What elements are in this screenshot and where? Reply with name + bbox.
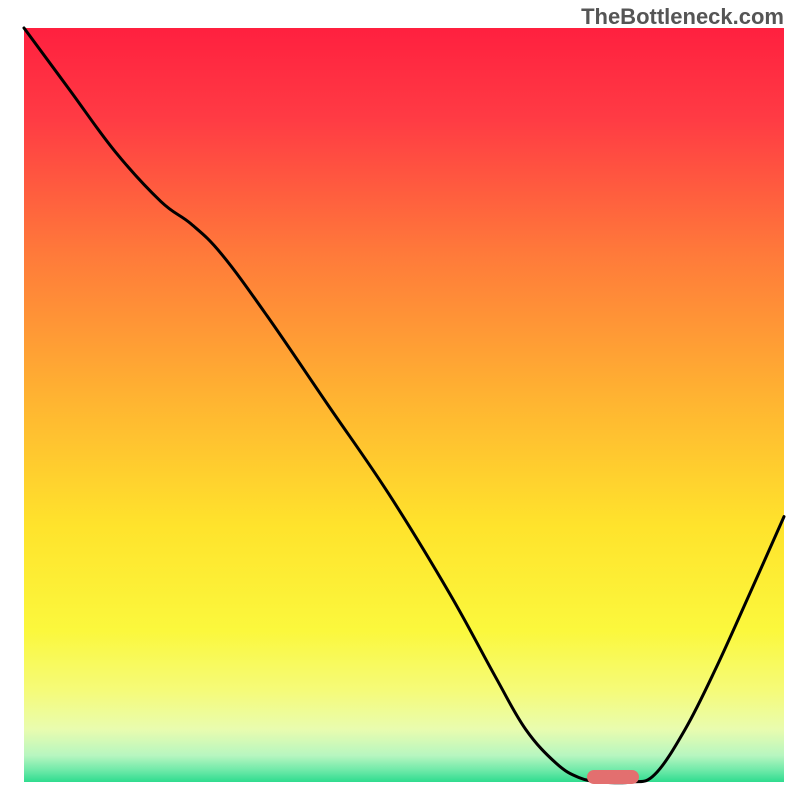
optimal-marker [587,770,639,784]
attribution-text: TheBottleneck.com [581,4,784,30]
curve-path [24,28,784,783]
plot-area [24,28,784,782]
bottleneck-chart: TheBottleneck.com [0,0,800,800]
curve [24,28,784,782]
